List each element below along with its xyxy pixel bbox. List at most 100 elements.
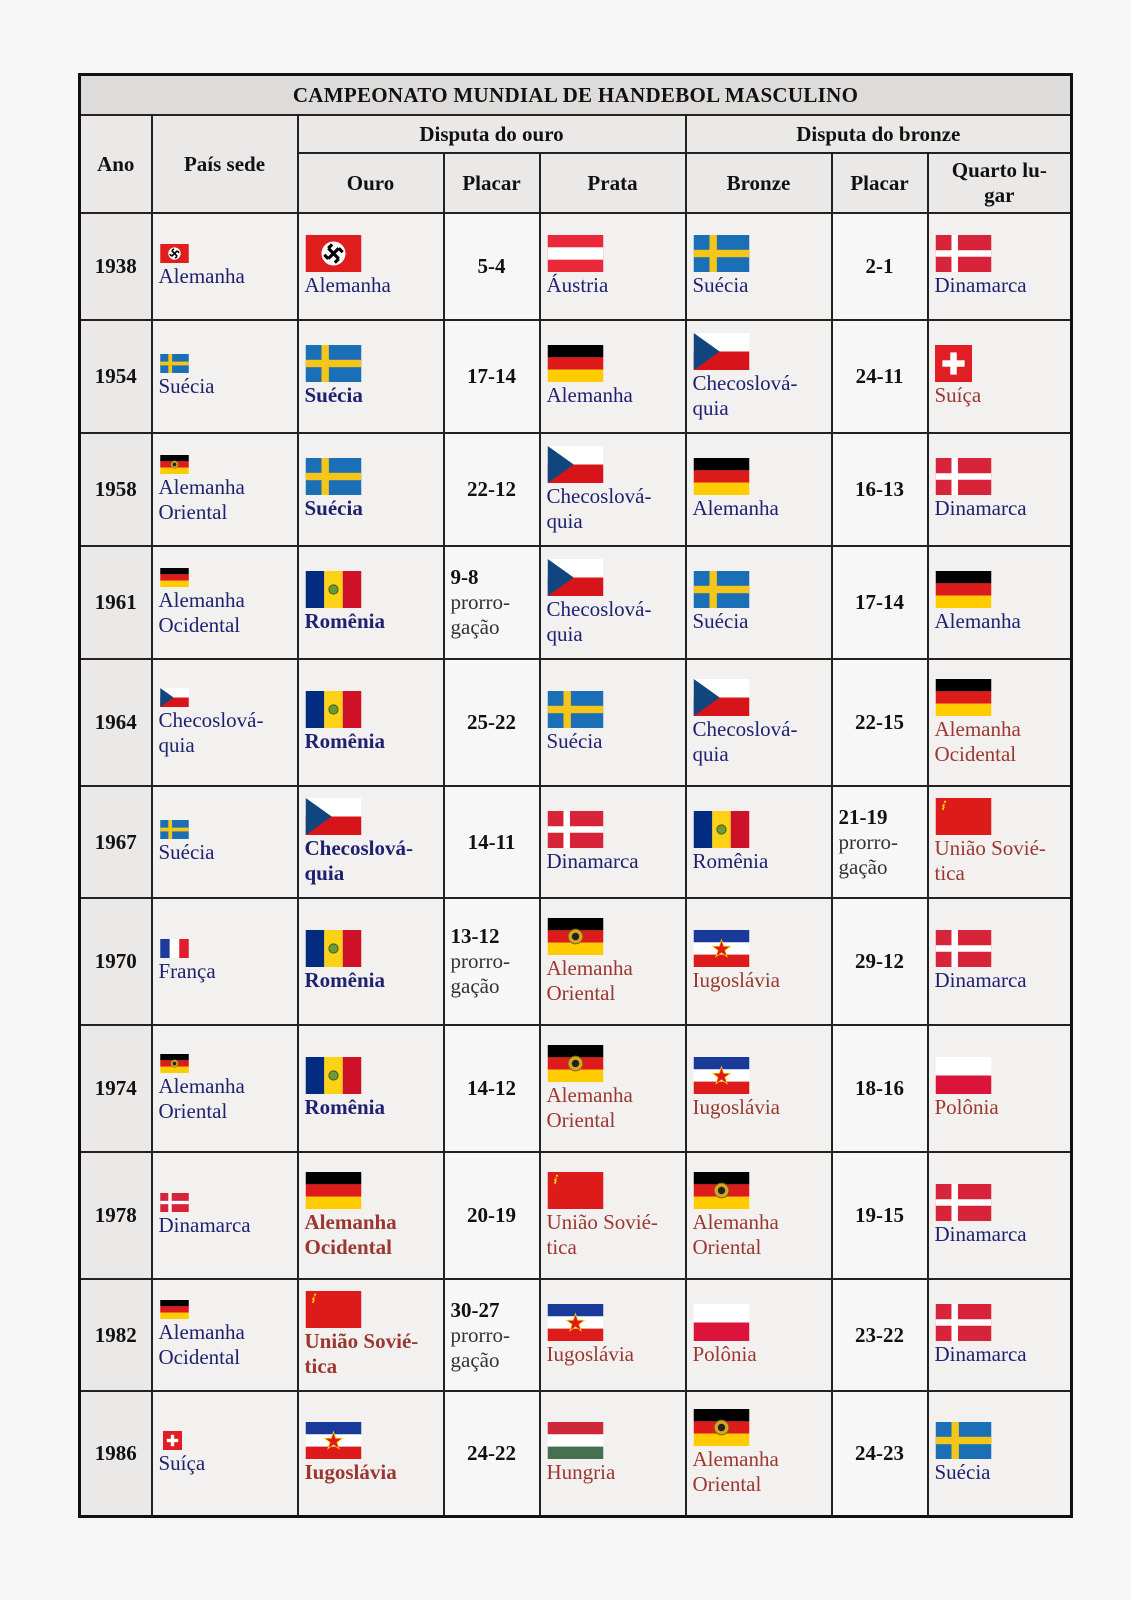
gold-score: 5-4 [477, 254, 506, 278]
header-bronze: Bronze [684, 152, 833, 214]
fourth-country-name: Dinamarca [934, 968, 1027, 992]
gold-score-cell: 20-19 [442, 1151, 541, 1280]
bronze-score: 17-14 [855, 590, 904, 614]
year-cell: 1986 [78, 1390, 153, 1517]
bronze-score-cell: 22-15 [830, 658, 929, 787]
table-row: 1958 Alemanha Oriental Suécia 22-12 Checoslo… [78, 432, 1073, 547]
silver-country-cell: Iugoslávia [538, 1278, 687, 1392]
table-row: 1970 França Romênia 13-12 prorro- gação Alema… [78, 897, 1073, 1026]
silver-country-cell: União Sovié- tica [538, 1151, 687, 1280]
silver-country-name: Áustria [546, 273, 609, 297]
fourth-country-cell: Polônia [926, 1024, 1073, 1153]
sweden-flag-icon [159, 819, 190, 839]
silver-country-cell: Alemanha Oriental [538, 1024, 687, 1153]
gold-score-cell: 13-12 prorro- gação [442, 897, 541, 1026]
gold-score-cell: 9-8 prorro- gação [442, 545, 541, 660]
nazi-germany-flag-icon [159, 244, 190, 263]
sweden-flag-icon [693, 235, 750, 272]
bronze-score: 22-15 [855, 710, 904, 734]
gold-country-name: Checoslová- quia [304, 836, 414, 885]
table-row: 1938 Alemanha Alemanha 5-4 Áustria Suécia 2-1 D… [78, 212, 1073, 321]
bronze-country-cell: Checoslová- quia [684, 658, 833, 787]
sweden-flag-icon [547, 691, 604, 728]
fourth-country-name: Dinamarca [934, 273, 1027, 297]
silver-country-name: União Sovié- tica [546, 1209, 658, 1259]
gold-country-name: Romênia [304, 1095, 386, 1119]
poland-flag-icon [935, 1057, 992, 1094]
bronze-country-cell: Alemanha [684, 432, 833, 547]
year-cell: 1938 [78, 212, 153, 321]
gold-country-name: Alemanha [304, 273, 391, 297]
table-row: 1964 Checoslová- quia Romênia 25-22 Suécia Ch… [78, 658, 1073, 787]
germany-flag-icon [159, 1300, 190, 1319]
gold-country-name: Suécia [304, 496, 363, 520]
gold-score-cell: 30-27 prorro- gação [442, 1278, 541, 1392]
year-cell: 1958 [78, 432, 153, 547]
switzerland-flag-icon [159, 1430, 186, 1450]
fourth-country-cell: Suécia [926, 1390, 1073, 1517]
table-row: 1986 Suíça Iugoslávia 24-22 Hungria Alemanha … [78, 1390, 1073, 1517]
bronze-score-cell: 29-12 [830, 897, 929, 1026]
bronze-country-name: Iugoslávia [692, 1095, 780, 1119]
denmark-flag-icon [935, 1303, 992, 1341]
soviet-union-flag-icon [547, 1171, 604, 1209]
gold-country-cell: Alemanha [296, 212, 445, 321]
gold-score-cell: 14-12 [442, 1024, 541, 1153]
host-country-cell: Dinamarca [150, 1151, 299, 1280]
silver-country-cell: Alemanha Oriental [538, 897, 687, 1026]
gold-score: 30-27 [450, 1297, 500, 1322]
fourth-country-name: Dinamarca [934, 1222, 1027, 1246]
gold-score: 22-12 [467, 477, 516, 501]
fourth-country-cell: Dinamarca [926, 212, 1073, 321]
gold-score: 25-22 [467, 710, 516, 734]
gold-score: 24-22 [467, 1440, 516, 1465]
header-placar-bronze: Placar [830, 152, 929, 214]
bronze-score: 16-13 [855, 477, 904, 501]
bronze-score: 29-12 [855, 949, 904, 973]
overtime-note: prorro- gação [838, 829, 898, 879]
gold-score-cell: 22-12 [442, 432, 541, 547]
gold-score-cell: 5-4 [442, 212, 541, 321]
host-country-cell: Alemanha Oriental [150, 1024, 299, 1153]
year-cell: 1954 [78, 319, 153, 434]
year-cell: 1974 [78, 1024, 153, 1153]
gold-country-name: Romênia [304, 729, 386, 753]
gold-country-name: Romênia [304, 968, 386, 992]
gold-country-cell: União Sovié- tica [296, 1278, 445, 1392]
host-country-name: Alemanha Ocidental [158, 1320, 245, 1369]
nazi-germany-flag-icon [305, 235, 362, 272]
east-germany-flag-icon [693, 1171, 750, 1209]
czechoslovakia-flag-icon [693, 332, 750, 370]
bronze-score-cell: 21-19 prorro- gação [830, 785, 929, 899]
gold-country-cell: Romênia [296, 545, 445, 660]
gold-score: 9-8 [450, 565, 479, 589]
host-country-name: Dinamarca [158, 1213, 251, 1237]
gold-country-name: Iugoslávia [304, 1459, 397, 1484]
denmark-flag-icon [935, 458, 992, 495]
silver-country-cell: Alemanha [538, 319, 687, 434]
host-country-cell: Checoslová- quia [150, 658, 299, 787]
bronze-score: 2-1 [865, 254, 894, 278]
gold-score: 14-12 [467, 1076, 516, 1100]
header-ano: Ano [78, 114, 153, 214]
bronze-score: 19-15 [855, 1203, 904, 1227]
year-cell: 1967 [78, 785, 153, 899]
bronze-country-name: Suécia [692, 273, 749, 297]
silver-country-name: Checoslová- quia [546, 596, 652, 646]
bronze-score: 23-22 [855, 1322, 904, 1347]
bronze-score: 24-23 [855, 1440, 904, 1465]
east-germany-flag-icon [547, 917, 604, 955]
overtime-note: prorro- gação [450, 1322, 510, 1372]
denmark-flag-icon [935, 930, 992, 967]
east-germany-flag-icon [547, 1044, 604, 1082]
gold-country-cell: Suécia [296, 319, 445, 434]
bronze-country-cell: Checoslová- quia [684, 319, 833, 434]
france-flag-icon [159, 939, 190, 958]
silver-country-name: Alemanha [546, 383, 633, 407]
sweden-flag-icon [935, 1421, 992, 1459]
year-cell: 1961 [78, 545, 153, 660]
host-country-cell: Suécia [150, 785, 299, 899]
host-country-name: Alemanha Oriental [158, 474, 245, 524]
germany-flag-icon [159, 567, 190, 587]
silver-country-name: Alemanha Oriental [546, 1082, 633, 1132]
